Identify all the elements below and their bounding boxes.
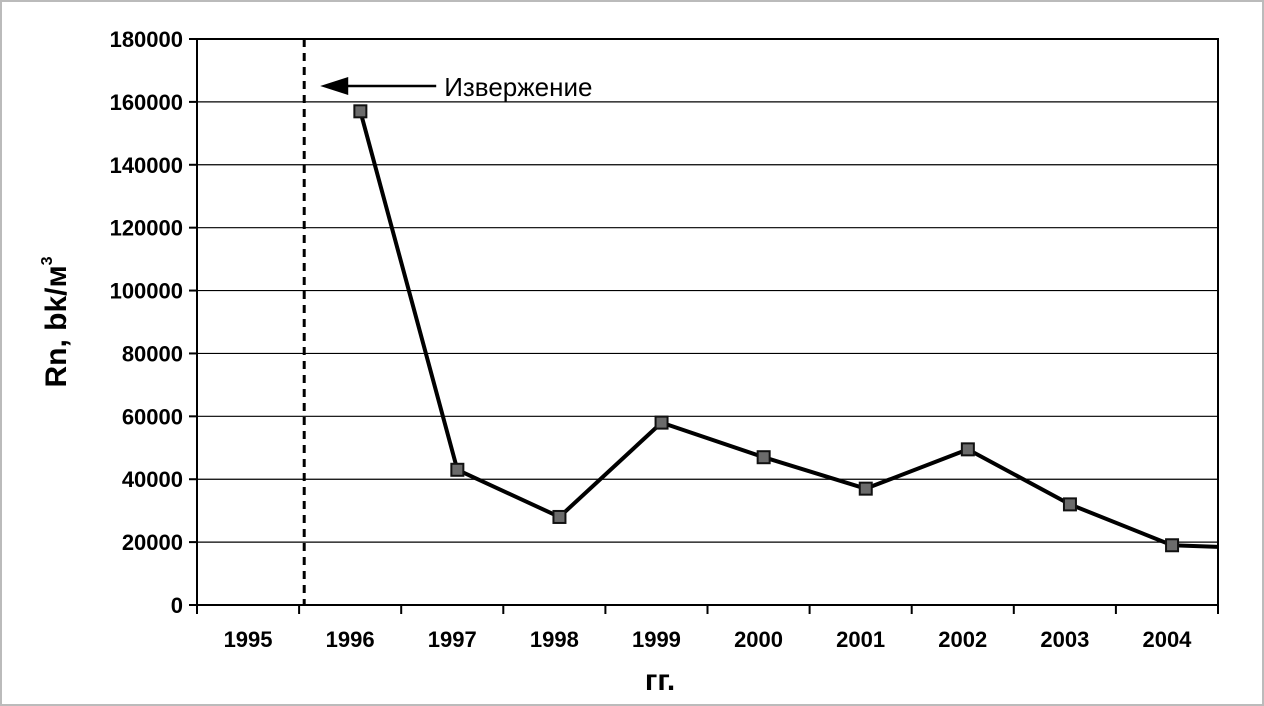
y-tick-label: 80000 xyxy=(122,341,183,366)
eruption-arrow-icon xyxy=(320,77,349,95)
data-point xyxy=(1165,538,1180,553)
y-axis-title-group: Rn, bk/м3 xyxy=(39,256,73,387)
eruption-annotation: Извержение xyxy=(302,39,592,605)
y-axis-title-main: Rn, bk/м xyxy=(40,265,73,387)
data-point xyxy=(858,481,873,496)
x-tick-label: 1999 xyxy=(632,627,681,652)
y-tick-label: 120000 xyxy=(110,216,183,241)
y-tick-label: 40000 xyxy=(122,467,183,492)
data-point xyxy=(450,462,465,477)
y-tick-label: 180000 xyxy=(110,27,183,52)
x-tick-label: 2000 xyxy=(734,627,783,652)
gridlines xyxy=(197,101,1218,543)
data-point xyxy=(756,450,771,465)
data-point xyxy=(353,104,368,119)
y-tick-label: 160000 xyxy=(110,90,183,115)
eruption-label: Извержение xyxy=(444,72,592,102)
y-tick-label: 20000 xyxy=(122,530,183,555)
y-axis: 0 20000 40000 60000 80000 100000 120000 140000 1… xyxy=(110,27,197,618)
y-tick-label: 60000 xyxy=(122,404,183,429)
data-point xyxy=(960,442,975,457)
x-tick-label: 1997 xyxy=(428,627,477,652)
data-point xyxy=(552,509,567,524)
y-axis-title-superscript: 3 xyxy=(39,256,56,265)
y-tick-label: 100000 xyxy=(110,279,183,304)
x-axis-title: гг. xyxy=(645,664,675,697)
y-tick-label: 0 xyxy=(171,593,183,618)
x-tick-label: 1998 xyxy=(530,627,579,652)
x-tick-label: 1995 xyxy=(224,627,273,652)
y-tick-label: 140000 xyxy=(110,153,183,178)
data-point xyxy=(654,415,669,430)
x-tick-label: 2004 xyxy=(1142,627,1192,652)
x-tick-label: 1996 xyxy=(326,627,375,652)
x-tick-label: 2001 xyxy=(836,627,885,652)
x-tick-label: 2002 xyxy=(938,627,987,652)
y-axis-title: Rn, bk/м3 xyxy=(39,256,73,387)
x-axis: 1995 1996 1997 1998 1999 2000 2001 2002 2003 2004 xyxy=(196,605,1219,652)
data-point xyxy=(1062,497,1077,512)
series-line xyxy=(358,110,1219,549)
x-tick-label: 2003 xyxy=(1040,627,1089,652)
series-radon xyxy=(353,104,1219,553)
